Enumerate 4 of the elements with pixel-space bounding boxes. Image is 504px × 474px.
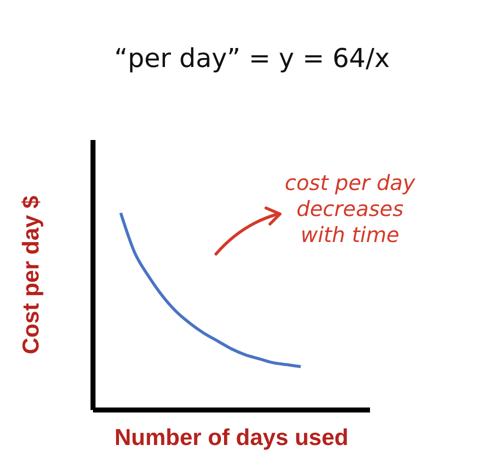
x-axis-title: Number of days used <box>114 424 348 450</box>
annotation: cost per day decreases with time <box>284 170 416 248</box>
chart-title: “per day” = y = 64/x <box>113 44 391 74</box>
y-axis-title: Cost per day $ <box>18 196 44 354</box>
